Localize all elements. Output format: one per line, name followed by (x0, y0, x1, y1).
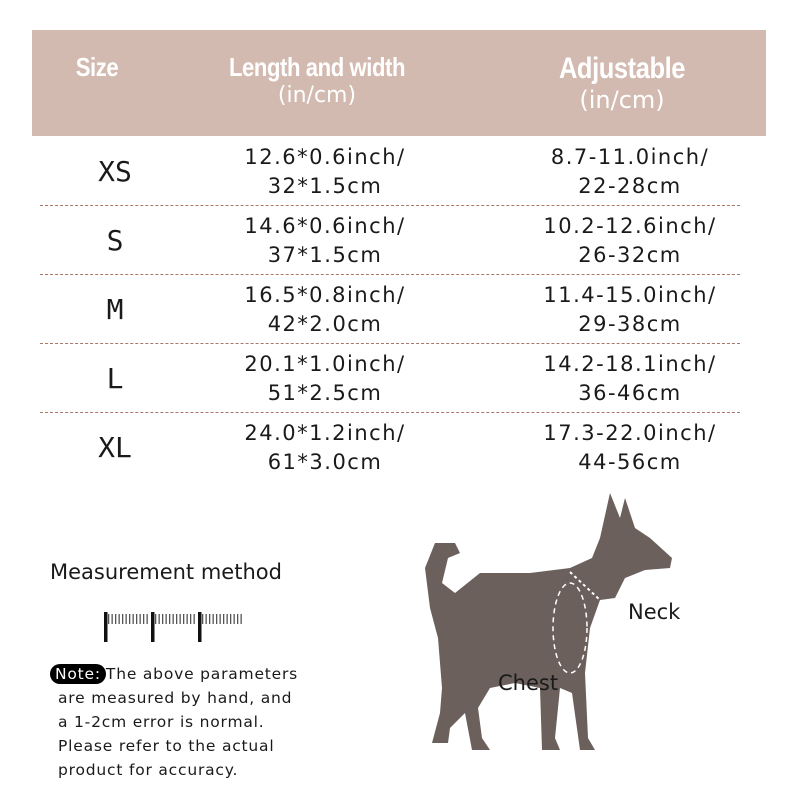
note: Note: The above parameters are measured b… (50, 662, 298, 782)
note-badge: Note: (50, 664, 106, 684)
table-row: M 16.5*0.8inch/42*2.0cm 11.4-15.0inch/29… (40, 275, 740, 344)
measurement-title: Measurement method (50, 560, 282, 584)
adjustable-cm: 36-46cm (578, 381, 682, 405)
table-row: L 20.1*1.0inch/51*2.5cm 14.2-18.1inch/36… (40, 344, 740, 413)
table-header: Size Length and width (in/cm) Adjustable… (32, 30, 766, 136)
header-adjustable: Adjustable (in/cm) (492, 52, 752, 114)
size-cell: L (106, 362, 124, 395)
length-width-inch: 16.5*0.8inch/ (244, 283, 406, 307)
header-adjustable-label: Adjustable (558, 52, 686, 85)
adjustable-cm: 44-56cm (578, 450, 682, 474)
note-line: Please refer to the actual (58, 737, 275, 755)
adjustable-inch: 17.3-22.0inch/ (543, 421, 717, 445)
length-width-cell: 24.0*1.2inch/61*3.0cm (205, 419, 445, 477)
ruler-icon (104, 612, 242, 642)
size-cell: M (106, 293, 124, 326)
adjustable-inch: 8.7-11.0inch/ (550, 145, 710, 169)
length-width-cm: 61*3.0cm (267, 450, 383, 474)
neck-line (569, 571, 601, 601)
chest-ellipse (552, 582, 588, 674)
length-width-cell: 16.5*0.8inch/42*2.0cm (205, 281, 445, 339)
adjustable-cell: 11.4-15.0inch/29-38cm (500, 281, 760, 339)
table-row: S 14.6*0.6inch/37*1.5cm 10.2-12.6inch/26… (40, 206, 740, 275)
header-length-width: Length and width (in/cm) (192, 52, 442, 108)
length-width-cm: 42*2.0cm (267, 312, 383, 336)
length-width-cell: 14.6*0.6inch/37*1.5cm (205, 212, 445, 270)
adjustable-cm: 26-32cm (578, 243, 682, 267)
size-cell: XS (98, 155, 132, 188)
length-width-cell: 12.6*0.6inch/32*1.5cm (205, 143, 445, 201)
adjustable-cell: 8.7-11.0inch/22-28cm (500, 143, 760, 201)
header-size-label: Size (75, 52, 119, 82)
table-row: XL 24.0*1.2inch/61*3.0cm 17.3-22.0inch/4… (40, 413, 740, 482)
chest-label: Chest (498, 671, 559, 695)
length-width-inch: 20.1*1.0inch/ (244, 352, 406, 376)
header-adjustable-unit: (in/cm) (579, 86, 665, 114)
row-divider (40, 343, 740, 344)
row-divider (40, 205, 740, 206)
adjustable-inch: 11.4-15.0inch/ (543, 283, 717, 307)
length-width-inch: 14.6*0.6inch/ (244, 214, 406, 238)
note-line: The above parameters (105, 665, 299, 683)
adjustable-cm: 29-38cm (578, 312, 682, 336)
header-length-width-label: Length and width (228, 52, 406, 82)
neck-label: Neck (628, 600, 681, 624)
dog-silhouette (425, 493, 672, 750)
table-row: XS 12.6*0.6inch/32*1.5cm 8.7-11.0inch/22… (40, 137, 740, 206)
note-line: are measured by hand, and (58, 689, 293, 707)
adjustable-cell: 14.2-18.1inch/36-46cm (500, 350, 760, 408)
note-line: a 1-2cm error is normal. (58, 713, 265, 731)
adjustable-inch: 14.2-18.1inch/ (543, 352, 717, 376)
adjustable-inch: 10.2-12.6inch/ (543, 214, 717, 238)
size-cell: XL (98, 431, 132, 464)
row-divider (40, 274, 740, 275)
size-cell: S (106, 224, 124, 257)
length-width-inch: 24.0*1.2inch/ (244, 421, 406, 445)
length-width-cm: 37*1.5cm (267, 243, 383, 267)
adjustable-cell: 10.2-12.6inch/26-32cm (500, 212, 760, 270)
row-divider (40, 412, 740, 413)
adjustable-cm: 22-28cm (578, 174, 682, 198)
header-size: Size (42, 52, 152, 83)
dog-diagram (425, 493, 672, 750)
length-width-inch: 12.6*0.6inch/ (244, 145, 406, 169)
length-width-cm: 51*2.5cm (267, 381, 383, 405)
header-length-width-unit: (in/cm) (277, 83, 357, 108)
length-width-cell: 20.1*1.0inch/51*2.5cm (205, 350, 445, 408)
length-width-cm: 32*1.5cm (267, 174, 383, 198)
adjustable-cell: 17.3-22.0inch/44-56cm (500, 419, 760, 477)
note-line: product for accuracy. (58, 761, 239, 779)
